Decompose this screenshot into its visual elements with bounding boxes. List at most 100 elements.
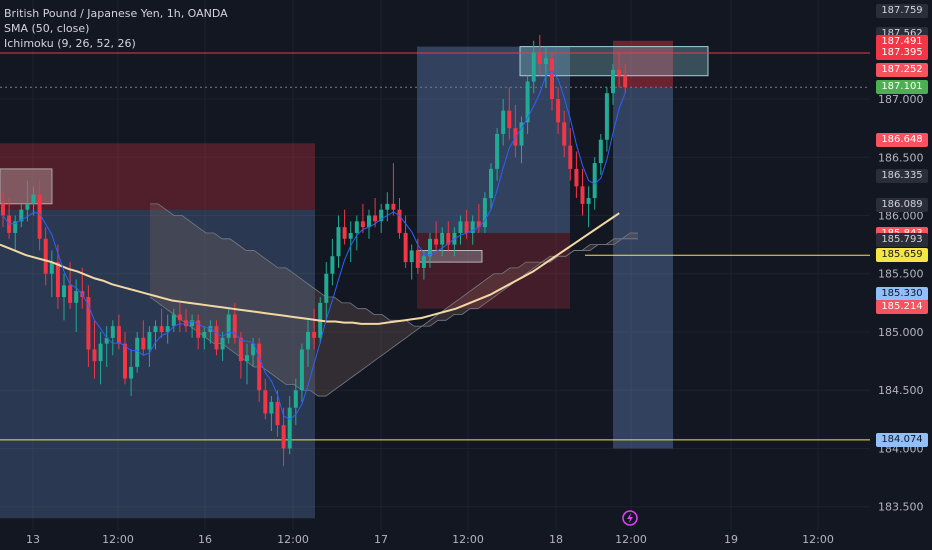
candle-body [562, 122, 566, 145]
price-badge: 186.089 [876, 198, 928, 212]
candle-body [117, 326, 121, 343]
candle-body [544, 58, 548, 64]
x-tick-label: 18 [549, 533, 563, 546]
candle-body [135, 338, 139, 367]
candle-body [239, 338, 243, 361]
candle-body [459, 221, 463, 233]
candle-body [300, 349, 304, 390]
position-zones [0, 41, 708, 519]
x-tick-label: 12:00 [802, 533, 834, 546]
candle-body [623, 76, 627, 88]
candle-body [361, 221, 365, 227]
candle-body [1, 204, 5, 216]
candle-body [355, 221, 359, 233]
price-badge: 186.648 [876, 133, 928, 147]
x-tick-label: 12:00 [452, 533, 484, 546]
candle-body [440, 233, 444, 245]
candle-body [269, 402, 273, 414]
candle-body [617, 70, 621, 76]
candle-body [44, 239, 48, 274]
candle-body [50, 262, 54, 274]
candle-body [343, 227, 347, 239]
time-axis: 13 12:00 16 12:00 17 12:00 18 12:00 19 12:00 [26, 533, 834, 546]
candle-body [593, 163, 597, 198]
candle-body [349, 233, 353, 239]
candle-body [599, 140, 603, 163]
candle-body [141, 338, 145, 350]
candle-body [574, 169, 578, 186]
candle-body [99, 344, 103, 361]
candle-body [410, 250, 414, 262]
candle-body [550, 58, 554, 99]
indicator-sma[interactable]: SMA (50, close) [4, 21, 228, 36]
candle-body [465, 221, 469, 233]
candle-body [160, 326, 164, 332]
x-tick-label: 12:00 [102, 533, 134, 546]
candle-body [605, 93, 609, 140]
candle-body [428, 239, 432, 256]
candle-body [111, 326, 115, 338]
candle-body [154, 326, 158, 332]
price-badge: 185.214 [876, 300, 928, 314]
candle-body [294, 390, 298, 407]
candle-body [172, 315, 176, 327]
candle-body [495, 134, 499, 169]
candle-body [178, 315, 182, 321]
candle-body [581, 186, 585, 203]
price-badge: 185.330 [876, 287, 928, 301]
candle-body [263, 390, 267, 413]
candle-body [611, 70, 615, 93]
x-tick-label: 12:00 [277, 533, 309, 546]
y-tick-label: 186.500 [878, 151, 924, 164]
price-badge: 186.335 [876, 169, 928, 183]
candle-body [367, 215, 371, 227]
symbol-title[interactable]: British Pound / Japanese Yen, 1h, OANDA [4, 6, 228, 21]
candle-body [276, 402, 280, 425]
x-tick-label: 16 [198, 533, 212, 546]
candle-body [532, 52, 536, 81]
candle-body [68, 285, 72, 302]
y-tick-label: 185.500 [878, 268, 924, 281]
price-badge: 187.395 [876, 46, 928, 60]
candle-body [56, 262, 60, 297]
candle-body [489, 169, 493, 198]
candle-body [257, 344, 261, 391]
candle-body [501, 111, 505, 134]
y-tick-label: 183.500 [878, 501, 924, 514]
x-tick-label: 12:00 [615, 533, 647, 546]
candle-body [74, 291, 78, 303]
candle-body [538, 52, 542, 64]
candle-body [282, 425, 286, 448]
price-badge: 187.252 [876, 63, 928, 77]
indicator-ichimoku[interactable]: Ichimoku (9, 26, 52, 26) [4, 36, 228, 51]
demand-box [417, 250, 482, 262]
y-tick-label: 184.500 [878, 384, 924, 397]
candle-body [507, 111, 511, 128]
tradingview-flash-icon[interactable] [620, 508, 640, 528]
candle-body [337, 227, 341, 256]
price-badge: 185.793 [876, 233, 928, 247]
candle-body [385, 204, 389, 210]
candle-body [227, 315, 231, 338]
x-tick-label: 13 [26, 533, 40, 546]
candle-body [587, 198, 591, 204]
candle-body [129, 367, 133, 379]
candle-body [398, 210, 402, 233]
x-tick-label: 19 [724, 533, 738, 546]
target-zone [613, 87, 673, 448]
price-badge: 184.074 [876, 433, 928, 447]
candle-body [526, 82, 530, 123]
candle-body [123, 344, 127, 379]
candle-body [202, 332, 206, 338]
candle-body [25, 204, 29, 210]
candle-body [422, 256, 426, 268]
price-badge: 187.101 [876, 80, 928, 94]
y-tick-label: 187.000 [878, 93, 924, 106]
candle-body [288, 408, 292, 449]
candle-body [32, 195, 36, 204]
candle-body [416, 250, 420, 267]
candle-body [221, 338, 225, 350]
candle-body [483, 198, 487, 227]
candle-body [62, 285, 66, 297]
